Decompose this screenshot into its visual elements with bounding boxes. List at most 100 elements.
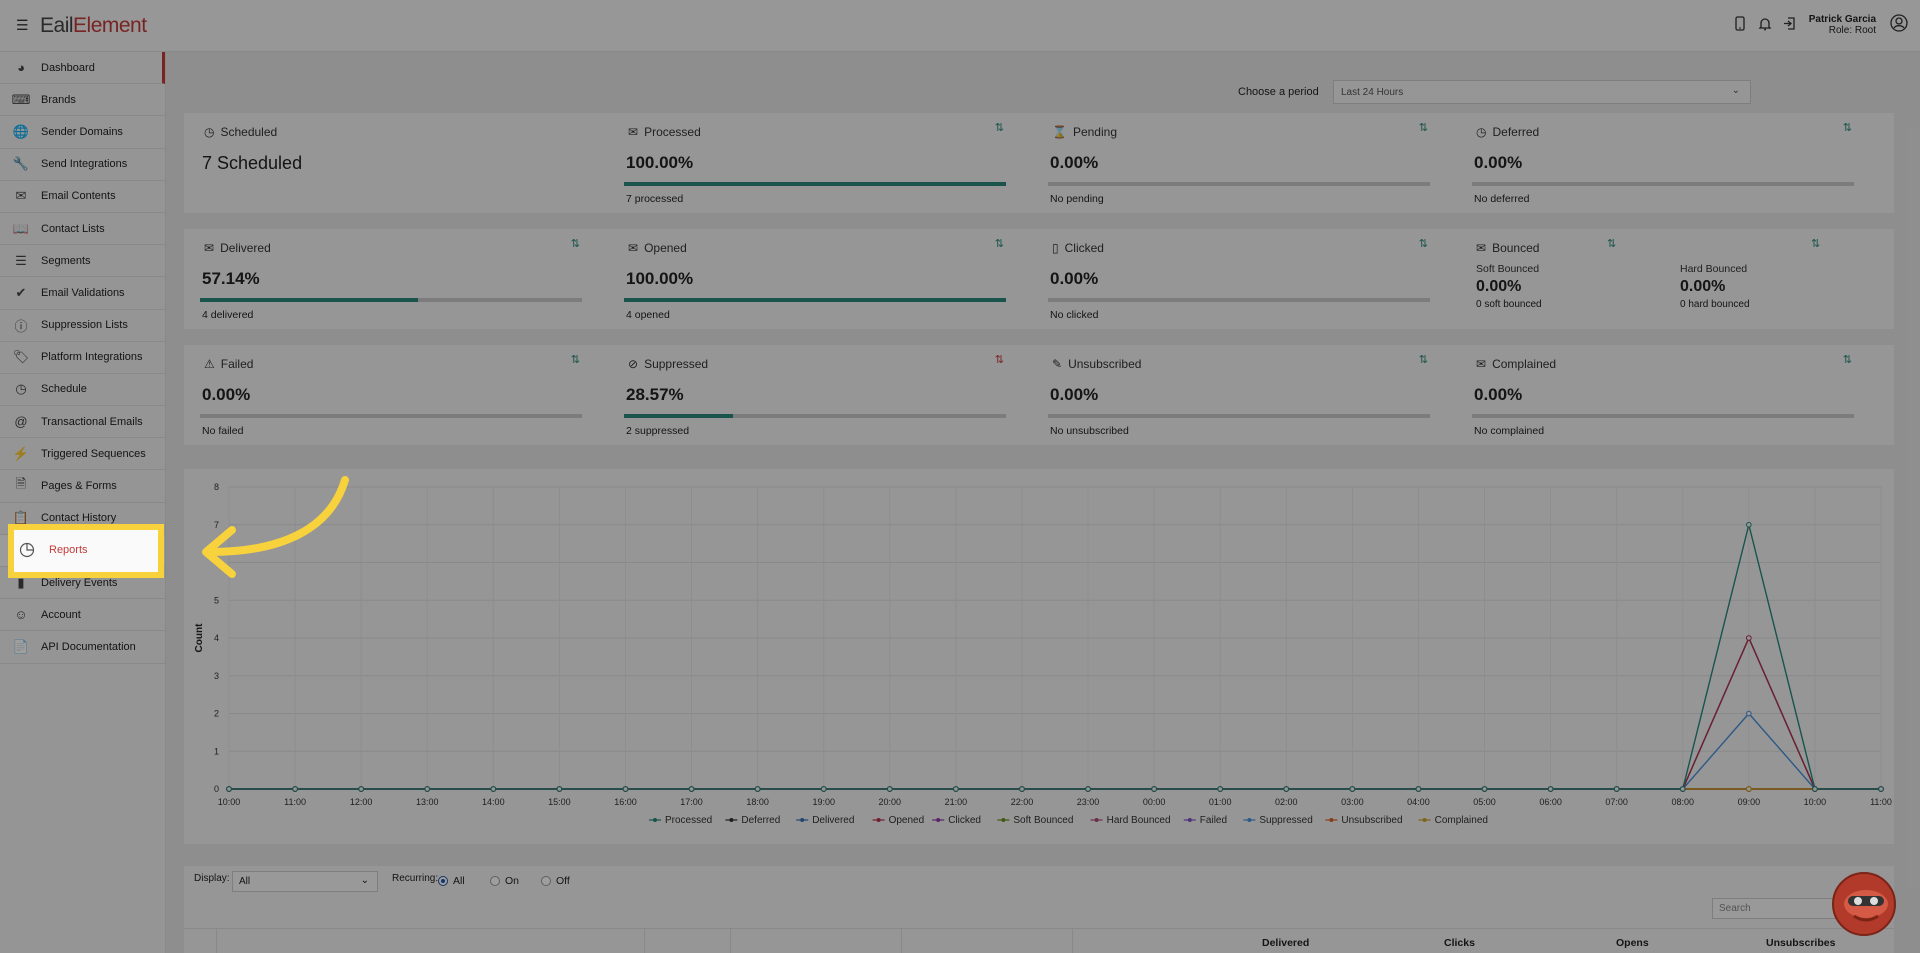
sidebar-item-brands[interactable]: ⌨ Brands [0, 84, 165, 117]
sort-desc-icon[interactable]: ⇅ [994, 122, 1004, 134]
recurring-on-radio[interactable]: On [490, 875, 519, 887]
y-axis-label: Count [194, 623, 205, 653]
display-select[interactable]: All ⌄ [232, 871, 378, 892]
recurring-all-radio[interactable]: All [438, 875, 465, 887]
data-point [820, 786, 827, 792]
sort-asc-icon[interactable]: ⇅ [1842, 122, 1852, 134]
sidebar-item-api-documentation[interactable]: 📄 API Documentation [0, 631, 165, 664]
pending-title: Pending [1072, 125, 1117, 139]
failed-card: ⚠ Failed ⇅ 0.00% No failed [184, 345, 604, 455]
sidebar-item-delivery-events[interactable]: ▮ Delivery Events [0, 567, 165, 600]
sort-asc-icon[interactable]: ⇅ [1418, 122, 1428, 134]
chart-panel: 0 1 2 3 4 5 6 7 8 10:00 11:00 12:00 13:00 14:00 15:00 1… [184, 469, 1894, 844]
sort-desc-icon[interactable]: ⇅ [1418, 238, 1428, 250]
delivered-value: 57.14% [202, 269, 260, 288]
legend-label: Hard Bounced [1107, 815, 1171, 826]
x-tick-label: 10:00 [218, 797, 241, 807]
sidebar-item-account[interactable]: ☺ Account [0, 599, 165, 632]
data-point [754, 786, 761, 792]
exclamation-circle-icon: ⓘ [14, 318, 28, 334]
hamburger-menu-icon[interactable]: ☰ [16, 17, 29, 33]
radio-all-label: All [453, 875, 465, 887]
reports-highlight[interactable]: Reports [8, 524, 164, 578]
data-point [1679, 786, 1686, 792]
sidebar-item-email-contents[interactable]: ✉ Email Contents [0, 181, 165, 213]
sort-asc-icon[interactable]: ⇅ [1418, 354, 1428, 366]
chevron-down-icon: ⌄ [1731, 85, 1740, 96]
unsubscribed-sub: No unsubscribed [1050, 425, 1129, 437]
deferred-card: ◷ Deferred ⇅ 0.00% No deferred [1456, 113, 1876, 223]
sort-desc-icon[interactable]: ⇅ [994, 354, 1004, 366]
col-clicks[interactable]: Clicks [1444, 937, 1475, 949]
sidebar-item-email-validations[interactable]: ✔ Email Validations [0, 277, 165, 310]
legend-label: Clicked [948, 815, 981, 826]
sidebar-item-schedule[interactable]: ◷ Schedule [0, 374, 165, 407]
x-tick-label: 17:00 [680, 797, 703, 807]
globe-icon: 🌐 [12, 123, 30, 139]
data-point [1151, 786, 1157, 792]
sort-desc-icon[interactable]: ⇅ [570, 238, 580, 250]
sort-asc-icon[interactable]: ⇅ [1842, 354, 1852, 366]
logout-icon[interactable] [1781, 14, 1798, 32]
x-tick-label: 18:00 [746, 797, 769, 807]
sort-desc-icon[interactable]: ⇅ [994, 238, 1004, 250]
opened-sub: 4 opened [626, 309, 670, 321]
sidebar-item-suppression-lists[interactable]: ⓘ Suppression Lists [0, 310, 165, 342]
x-tick-label: 15:00 [548, 797, 571, 807]
chat-assistant-avatar[interactable] [1832, 872, 1896, 936]
suppressed-value: 28.57% [626, 385, 684, 404]
col-unsubscribes[interactable]: Unsubscribes [1766, 937, 1836, 949]
period-select[interactable]: Last 24 Hours ⌄ [1333, 80, 1751, 104]
pending-card: ⌛ Pending ⇅ 0.00% No pending [1032, 113, 1452, 223]
data-point [1878, 786, 1884, 792]
sidebar-item-transactional-emails[interactable]: @ Transactional Emails [0, 406, 165, 439]
opened-card: ✉ Opened ⇅ 100.00% 4 opened [608, 229, 1028, 339]
deferred-progress [1472, 182, 1854, 186]
sort-asc-icon[interactable]: ⇅ [1811, 238, 1821, 250]
delivered-progress [200, 298, 582, 302]
sidebar-item-sender-domains[interactable]: 🌐 Sender Domains [0, 116, 165, 149]
legend-label: Deferred [741, 815, 780, 826]
clicked-title: Clicked [1064, 241, 1104, 255]
recurring-off-radio[interactable]: Off [541, 875, 570, 887]
y-tick-label: 3 [214, 671, 219, 681]
pending-sub: No pending [1050, 193, 1104, 205]
mobile-icon[interactable] [1731, 14, 1748, 32]
sort-asc-icon[interactable]: ⇅ [1607, 238, 1617, 250]
x-tick-label: 20:00 [879, 797, 902, 807]
delivered-card: ✉ Delivered ⇅ 57.14% 4 delivered [184, 229, 604, 339]
data-point [887, 786, 893, 792]
sidebar-item-contact-lists[interactable]: 📖 Contact Lists [0, 213, 165, 246]
failed-progress [200, 414, 582, 418]
sidebar-item-dashboard[interactable]: ◕ Dashboard [0, 52, 165, 85]
clicked-card: ▯ Clicked ⇅ 0.00% No clicked [1032, 229, 1452, 339]
legend-marker [653, 818, 657, 822]
app-logo[interactable]: EailElement [40, 14, 147, 37]
sidebar-item-segments[interactable]: ☰ Segments [0, 245, 165, 278]
keyboard-icon: ⌨ [11, 91, 31, 107]
sidebar-item-pages-forms[interactable]: 🗎 Pages & Forms [0, 470, 165, 503]
sidebar-item-platform-integrations[interactable]: 🏷 Platform Integrations [0, 342, 165, 374]
unsubscribed-progress [1048, 414, 1430, 418]
sidebar-item-label: Brands [41, 93, 76, 106]
col-delivered[interactable]: Delivered [1262, 937, 1310, 949]
legend-marker [1001, 818, 1006, 822]
sidebar-item-label: Delivery Events [41, 576, 118, 589]
user-avatar-icon[interactable] [1890, 14, 1908, 35]
sidebar-item-send-integrations[interactable]: 🔧 Send Integrations [0, 149, 165, 181]
sort-asc-icon[interactable]: ⇅ [570, 354, 580, 366]
sidebar-item-label: Transactional Emails [41, 415, 143, 428]
x-tick-label: 08:00 [1671, 797, 1694, 807]
user-info[interactable]: Patrick Garcia Role: Root [1809, 14, 1876, 36]
sidebar-item-label: Triggered Sequences [41, 447, 146, 460]
sidebar-item-triggered-sequences[interactable]: ⚡ Triggered Sequences [0, 438, 165, 471]
sidebar-item-label: Email Validations [41, 286, 125, 299]
bell-icon[interactable] [1756, 14, 1773, 32]
y-tick-label: 0 [214, 784, 219, 794]
legend-label: Suppressed [1259, 815, 1312, 826]
sidebar-item-label: Dashboard [41, 61, 95, 74]
y-tick-label: 5 [214, 595, 219, 605]
col-opens[interactable]: Opens [1616, 937, 1649, 949]
data-point [1481, 786, 1488, 792]
